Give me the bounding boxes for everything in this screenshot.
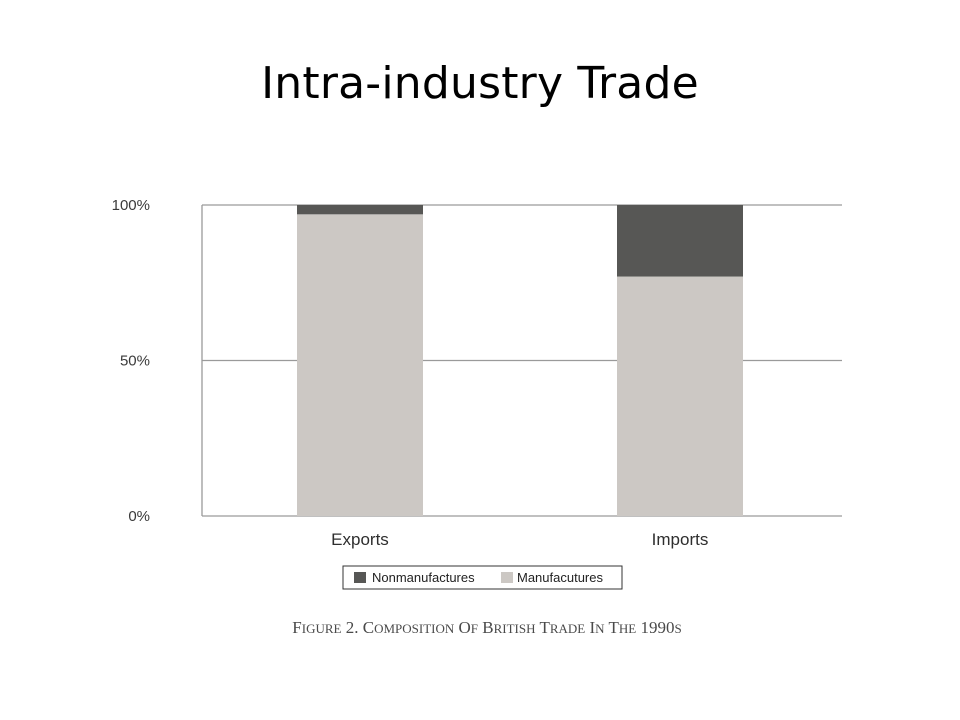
legend: Nonmanufactures Manufacutures bbox=[342, 565, 623, 590]
x-tick-label: Exports bbox=[331, 530, 389, 549]
slide-title: Intra-industry Trade bbox=[261, 58, 699, 109]
legend-swatch-nonmanufactures bbox=[354, 572, 366, 583]
legend-swatch-manufacutures bbox=[501, 572, 513, 583]
legend-box bbox=[342, 565, 623, 590]
bars bbox=[297, 205, 743, 516]
bar-exports-nonmanufactures bbox=[297, 205, 423, 215]
axes: 0% 50% 100% Exports Imports bbox=[112, 197, 709, 549]
figure-caption: FIGURE 2. COMPOSITION OF BRITISH TRADE I… bbox=[292, 618, 681, 637]
x-tick-label: Imports bbox=[652, 530, 709, 549]
y-tick-label: 50% bbox=[120, 353, 150, 370]
legend-label: Nonmanufactures bbox=[372, 570, 475, 585]
bar-imports-manufacutures bbox=[617, 276, 743, 516]
y-tick-label: 0% bbox=[128, 508, 150, 525]
y-tick-label: 100% bbox=[112, 197, 150, 214]
bar-imports-nonmanufactures bbox=[617, 205, 743, 277]
legend-label: Manufacutures bbox=[517, 570, 603, 585]
bar-exports-manufacutures bbox=[297, 214, 423, 516]
